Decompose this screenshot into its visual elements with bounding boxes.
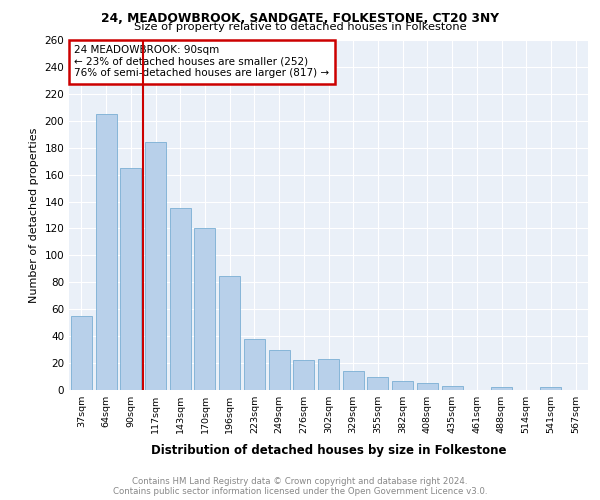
Bar xyxy=(318,359,339,390)
Bar xyxy=(392,380,413,390)
Bar xyxy=(417,384,438,390)
Bar xyxy=(269,350,290,390)
Bar xyxy=(244,339,265,390)
Bar xyxy=(219,276,240,390)
Bar xyxy=(343,371,364,390)
Bar xyxy=(194,228,215,390)
Bar xyxy=(170,208,191,390)
Bar xyxy=(120,168,141,390)
Bar xyxy=(293,360,314,390)
Bar xyxy=(95,114,116,390)
Text: 24 MEADOWBROOK: 90sqm
← 23% of detached houses are smaller (252)
76% of semi-det: 24 MEADOWBROOK: 90sqm ← 23% of detached … xyxy=(74,46,329,78)
Bar xyxy=(491,388,512,390)
Text: Size of property relative to detached houses in Folkestone: Size of property relative to detached ho… xyxy=(134,22,466,32)
Bar xyxy=(145,142,166,390)
Bar xyxy=(541,388,562,390)
Y-axis label: Number of detached properties: Number of detached properties xyxy=(29,128,39,302)
X-axis label: Distribution of detached houses by size in Folkestone: Distribution of detached houses by size … xyxy=(151,444,506,458)
Bar xyxy=(442,386,463,390)
Bar xyxy=(71,316,92,390)
Text: Contains HM Land Registry data © Crown copyright and database right 2024.: Contains HM Land Registry data © Crown c… xyxy=(132,478,468,486)
Bar xyxy=(367,376,388,390)
Text: 24, MEADOWBROOK, SANDGATE, FOLKESTONE, CT20 3NY: 24, MEADOWBROOK, SANDGATE, FOLKESTONE, C… xyxy=(101,12,499,26)
Text: Contains public sector information licensed under the Open Government Licence v3: Contains public sector information licen… xyxy=(113,488,487,496)
